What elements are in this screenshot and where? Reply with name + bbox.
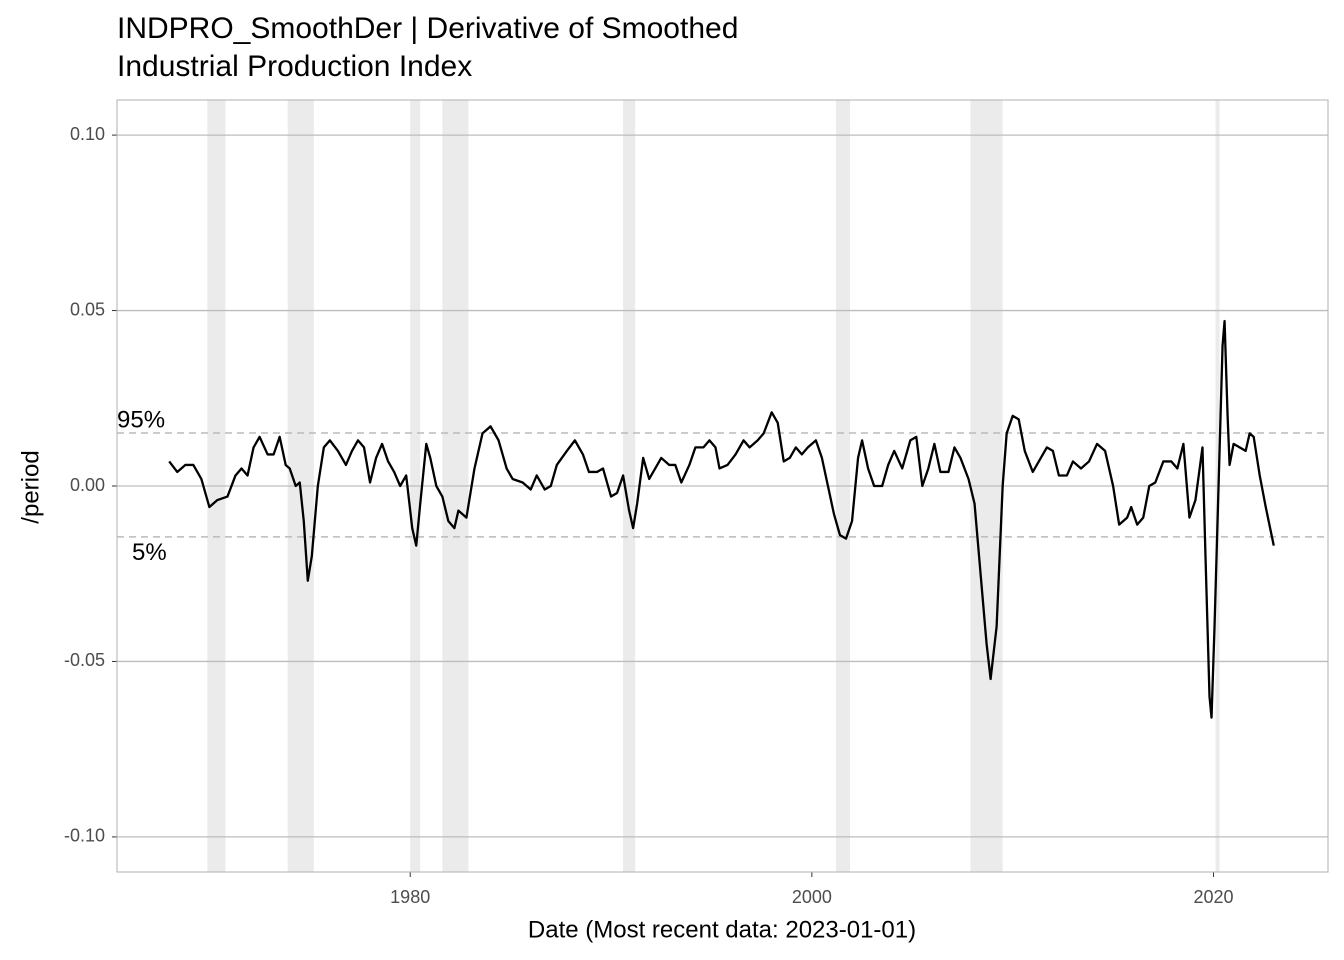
data-line	[168, 319, 1275, 719]
chart-title: INDPRO_SmoothDer | Derivative of Smoothe…	[117, 12, 738, 45]
y-tick-label: -0.10	[64, 826, 105, 846]
y-tick-label: -0.05	[64, 650, 105, 670]
reference-label: 95%	[117, 406, 165, 433]
reference-label: 5%	[132, 539, 167, 566]
y-tick-label: 0.05	[70, 299, 105, 319]
y-tick-label: 0.00	[70, 475, 105, 495]
x-axis-label: Date (Most recent data: 2023-01-01)	[528, 916, 916, 943]
x-tick-label: 2000	[792, 887, 832, 907]
x-tick-label: 2020	[1194, 887, 1234, 907]
panel-border	[116, 99, 1329, 873]
y-tick-label: 0.10	[70, 124, 105, 144]
x-tick-label: 1980	[390, 887, 430, 907]
chart-title: Industrial Production Index	[117, 50, 472, 83]
y-axis-label: /period	[17, 450, 44, 523]
